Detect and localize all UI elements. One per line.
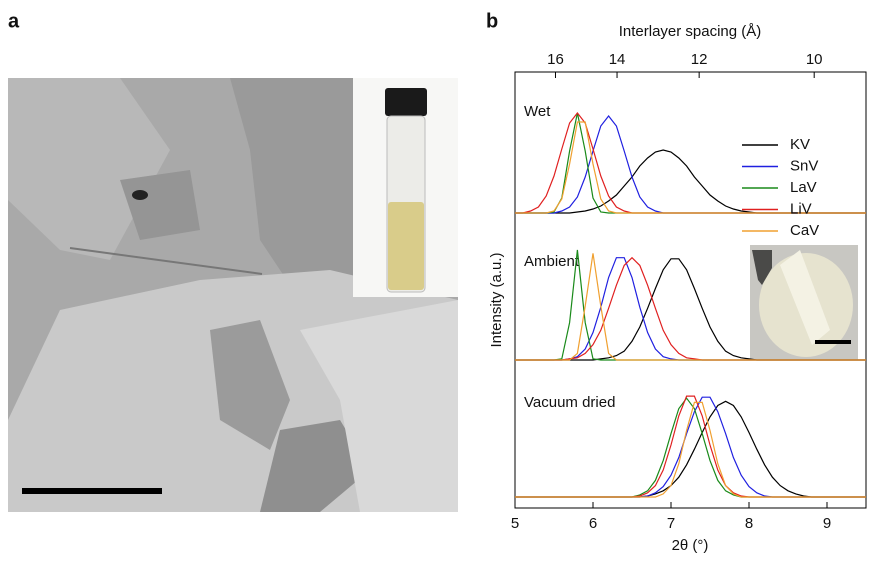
x-tick-label: 5: [511, 515, 519, 532]
legend-label: LaV: [790, 179, 817, 196]
photo-inset: [750, 245, 858, 360]
panel-label: a: [8, 10, 20, 32]
x-tick-label: 9: [823, 515, 831, 532]
x-tick-label: 7: [667, 515, 675, 532]
xrd-curve: [515, 397, 866, 498]
xrd-curve: [515, 396, 866, 498]
x2-tick-label: 10: [806, 51, 823, 68]
legend-label: SnV: [790, 157, 818, 174]
legend-label: CaV: [790, 222, 819, 239]
x2-axis-label: Interlayer spacing (Å): [619, 23, 762, 40]
x2-tick-label: 16: [547, 51, 564, 68]
group-label: Wet: [524, 103, 551, 120]
xrd-curve: [515, 121, 866, 214]
xrd-curve: [515, 253, 866, 361]
x2-tick-label: 12: [691, 51, 708, 68]
xrd-curve: [515, 401, 866, 498]
x-axis-label: 2θ (°): [672, 537, 709, 554]
panel-label: b: [486, 10, 498, 32]
legend-label: KV: [790, 136, 810, 153]
x2-tick-label: 14: [609, 51, 626, 68]
group-label: Ambient: [524, 253, 580, 270]
xrd-curve: [515, 395, 866, 498]
x-tick-label: 6: [589, 515, 597, 532]
y-axis-label: Intensity (a.u.): [488, 252, 505, 347]
group-label: Vacuum dried: [524, 394, 615, 411]
x-tick-label: 8: [745, 515, 753, 532]
legend-label: LiV: [790, 200, 812, 217]
plot-frame: [514, 71, 867, 509]
tem-image: [8, 78, 458, 512]
